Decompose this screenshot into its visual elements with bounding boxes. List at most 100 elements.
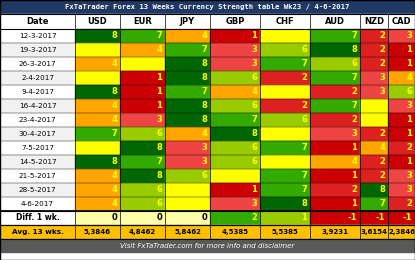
Bar (75, 57, 120, 71)
Bar (0, 197, 75, 211)
Bar (360, 225, 388, 239)
Bar (75, 197, 120, 211)
Text: 6: 6 (301, 46, 307, 55)
Text: EUR: EUR (133, 17, 152, 26)
Bar (388, 113, 415, 127)
Text: 3,6154: 3,6154 (361, 229, 388, 235)
Text: 4: 4 (379, 144, 385, 153)
Text: 5: 5 (379, 115, 385, 125)
Text: 5: 5 (201, 185, 207, 194)
Text: 3: 3 (201, 158, 207, 166)
Text: 6: 6 (156, 129, 162, 139)
Text: CHF: CHF (276, 17, 294, 26)
Bar (165, 169, 210, 183)
Bar (260, 29, 310, 43)
Text: 26-3-2017: 26-3-2017 (19, 61, 56, 67)
Text: 7: 7 (301, 172, 307, 180)
Text: 2: 2 (406, 144, 412, 153)
Text: 1: 1 (156, 101, 162, 110)
Text: 5: 5 (301, 31, 307, 41)
Text: 6: 6 (156, 185, 162, 194)
Bar (360, 85, 388, 99)
Text: 19-3-2017: 19-3-2017 (19, 47, 56, 53)
Bar (165, 155, 210, 169)
Text: 0: 0 (111, 213, 117, 223)
Bar (210, 155, 260, 169)
Bar (75, 155, 120, 169)
Text: 8: 8 (301, 199, 307, 209)
Text: 7: 7 (301, 185, 307, 194)
Text: 6: 6 (251, 144, 257, 153)
Text: 14-5-2017: 14-5-2017 (19, 159, 56, 165)
Text: 0: 0 (156, 213, 162, 223)
Bar (165, 225, 210, 239)
Bar (75, 113, 120, 127)
Text: 2: 2 (379, 158, 385, 166)
Bar (260, 225, 310, 239)
Text: 9-4-2017: 9-4-2017 (21, 89, 54, 95)
Bar (310, 225, 360, 239)
Bar (260, 211, 310, 225)
Text: 4-6-2017: 4-6-2017 (21, 201, 54, 207)
Bar (310, 29, 360, 43)
Bar (360, 141, 388, 155)
Text: 1: 1 (156, 74, 162, 82)
Text: 3: 3 (351, 129, 357, 139)
Text: 4: 4 (351, 158, 357, 166)
Text: 4: 4 (111, 185, 117, 194)
Text: 2: 2 (251, 213, 257, 223)
Bar (260, 113, 310, 127)
Bar (388, 155, 415, 169)
Text: Visit FxTaTrader.com for more info and disclaimer: Visit FxTaTrader.com for more info and d… (120, 243, 295, 249)
Text: 8: 8 (156, 172, 162, 180)
Bar (120, 85, 165, 99)
Text: 1: 1 (406, 129, 412, 139)
Bar (260, 43, 310, 57)
Bar (165, 113, 210, 127)
Bar (388, 183, 415, 197)
Bar (75, 211, 120, 225)
Bar (260, 57, 310, 71)
Bar (310, 57, 360, 71)
Text: 4: 4 (111, 199, 117, 209)
Text: 7: 7 (351, 74, 357, 82)
Bar (260, 169, 310, 183)
Text: 2: 2 (301, 74, 307, 82)
Bar (260, 155, 310, 169)
Bar (388, 99, 415, 113)
Bar (75, 127, 120, 141)
Text: 1: 1 (406, 60, 412, 68)
Text: 5: 5 (201, 199, 207, 209)
Bar (210, 127, 260, 141)
Text: 8: 8 (156, 144, 162, 153)
Bar (310, 155, 360, 169)
Text: Date: Date (26, 17, 49, 26)
Text: 4,5385: 4,5385 (222, 229, 249, 235)
Bar (120, 113, 165, 127)
Text: 8: 8 (201, 74, 207, 82)
Bar (75, 141, 120, 155)
Bar (0, 183, 75, 197)
Bar (388, 141, 415, 155)
Bar (0, 141, 75, 155)
Text: 7: 7 (301, 60, 307, 68)
Bar (75, 169, 120, 183)
Bar (260, 71, 310, 85)
Text: 8: 8 (201, 115, 207, 125)
Text: 7: 7 (251, 115, 257, 125)
Bar (165, 71, 210, 85)
Text: 1: 1 (301, 213, 307, 223)
Text: 1: 1 (251, 31, 257, 41)
Bar (0, 99, 75, 113)
Text: 6: 6 (351, 60, 357, 68)
Bar (260, 99, 310, 113)
Bar (210, 29, 260, 43)
Bar (165, 183, 210, 197)
Bar (210, 225, 260, 239)
Text: 6: 6 (251, 158, 257, 166)
Text: 3: 3 (251, 60, 257, 68)
Text: 1: 1 (406, 158, 412, 166)
Text: 3: 3 (406, 31, 412, 41)
Text: 6: 6 (406, 88, 412, 96)
Bar (310, 183, 360, 197)
